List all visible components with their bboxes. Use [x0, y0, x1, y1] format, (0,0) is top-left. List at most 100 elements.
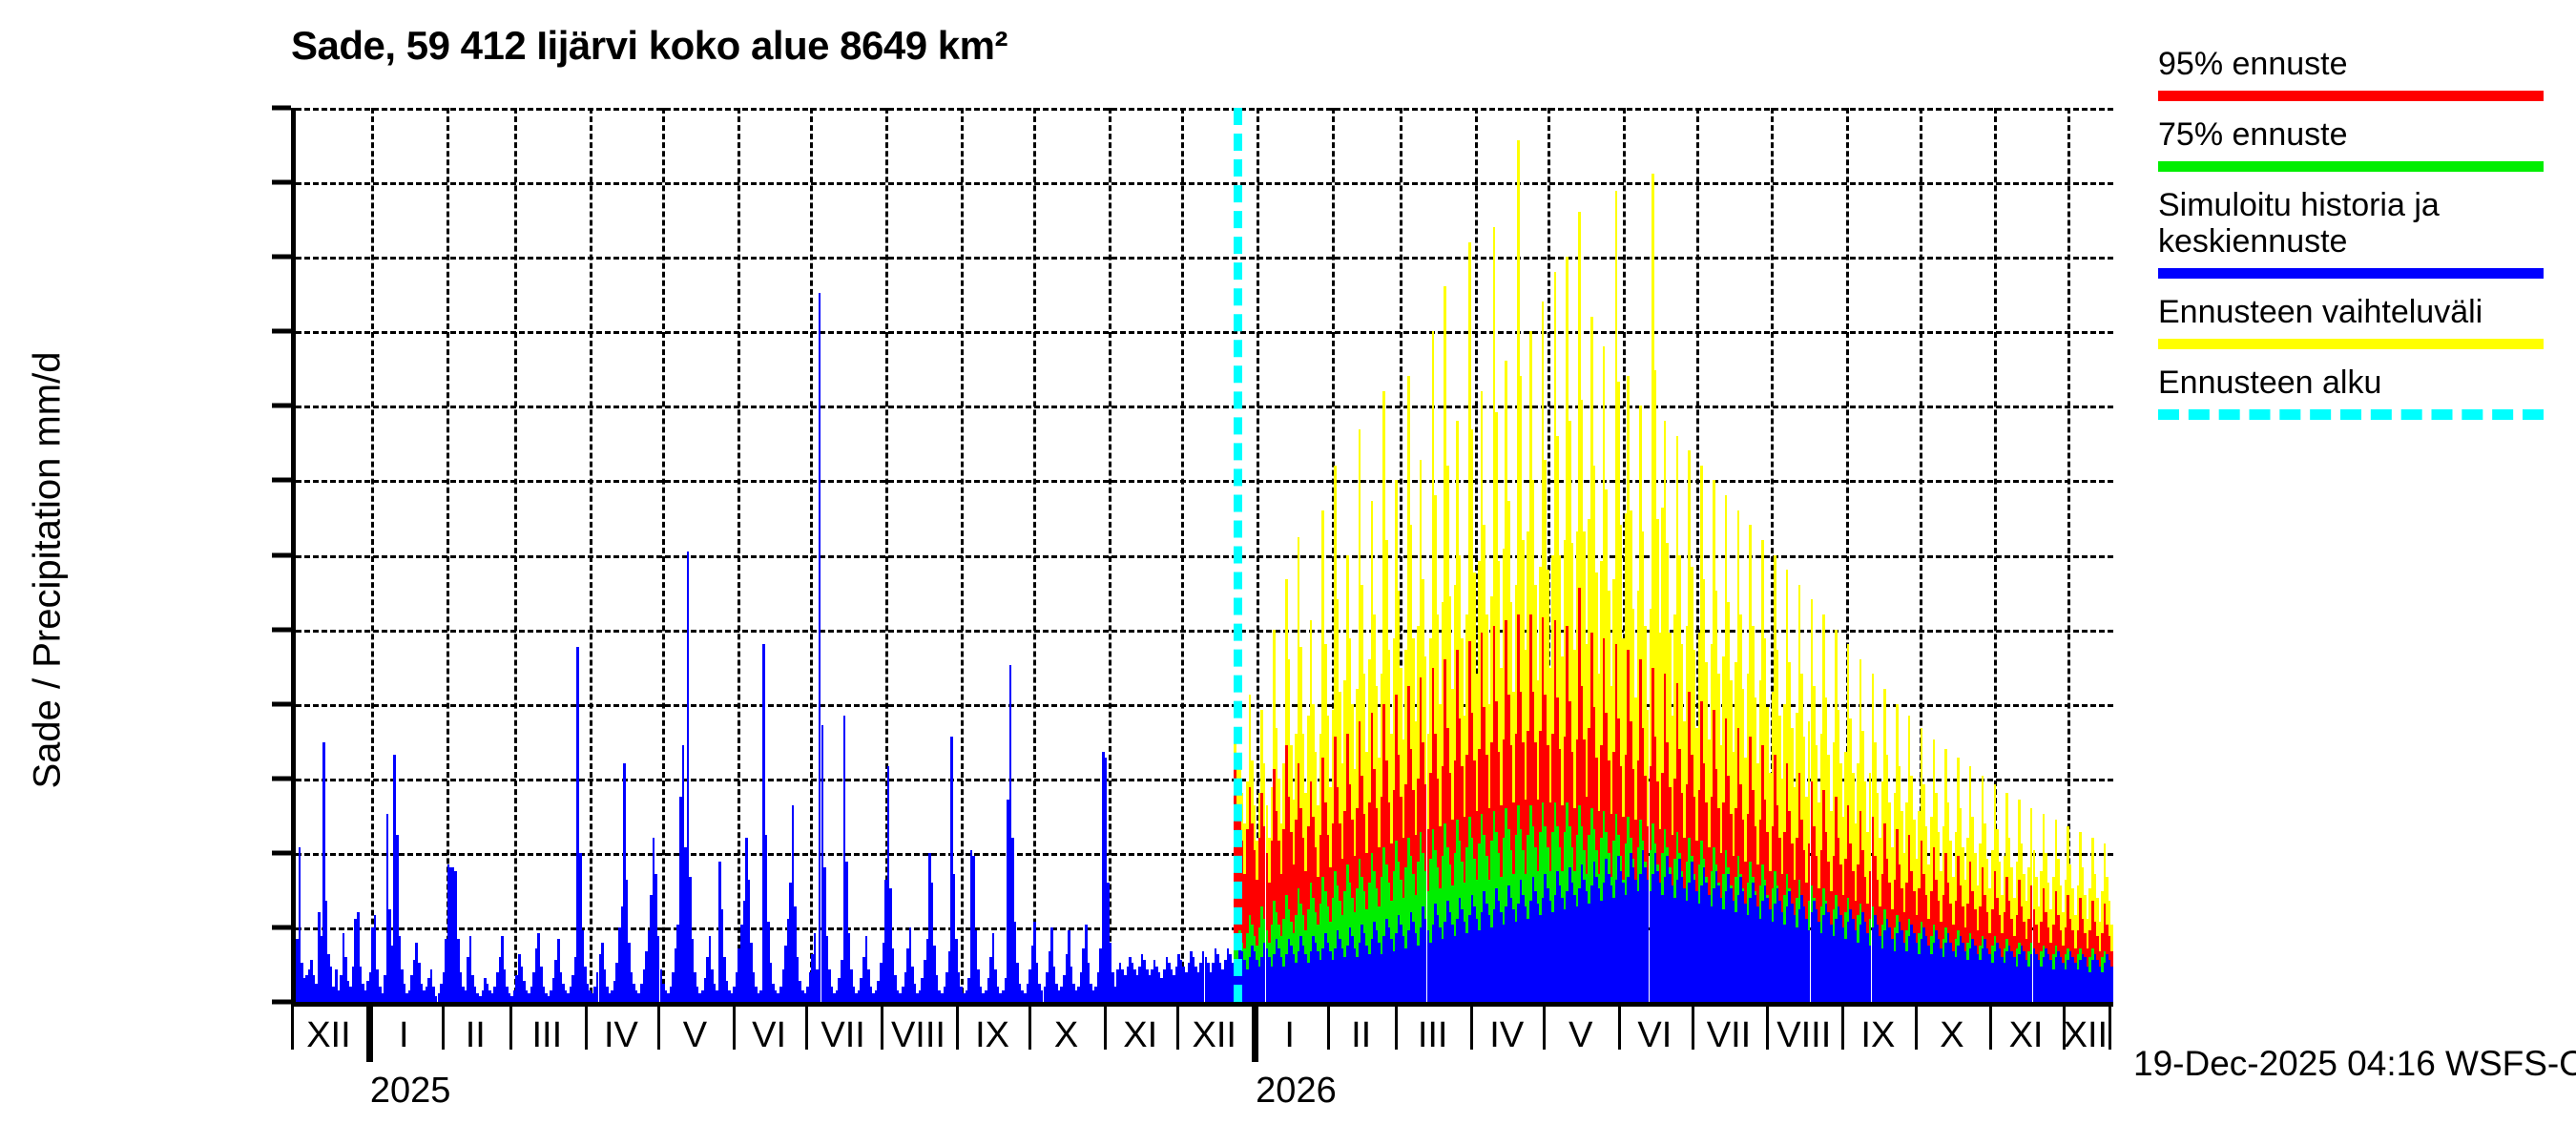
- bar: [1519, 376, 1523, 1002]
- bar: [620, 906, 624, 1002]
- bar: [1680, 876, 1684, 1002]
- bar: [1370, 852, 1374, 1002]
- bar: [615, 963, 618, 1002]
- bar: [1016, 963, 1019, 1002]
- bar: [1876, 924, 1880, 1002]
- bar: [1962, 942, 1964, 1002]
- bar: [1595, 876, 1598, 1002]
- bar: [1553, 894, 1557, 1002]
- bar: [1979, 960, 1982, 1002]
- bar: [1343, 891, 1346, 1002]
- bar: [562, 984, 565, 1002]
- bar: [1652, 173, 1654, 1002]
- bar: [1575, 906, 1579, 1002]
- bar: [608, 992, 612, 1002]
- bar: [681, 745, 685, 1002]
- bar: [1695, 891, 1698, 1002]
- bar: [584, 966, 587, 1002]
- bar: [772, 984, 775, 1002]
- bar: [928, 852, 931, 1002]
- vertical-gridline: [885, 108, 889, 1002]
- bar: [842, 716, 846, 1002]
- bar: [1040, 989, 1044, 1002]
- bar: [1556, 870, 1559, 1002]
- bar: [2110, 966, 2113, 1002]
- bar: [498, 957, 502, 1002]
- bar: [617, 926, 621, 1002]
- bar: [1419, 831, 1423, 1002]
- bar: [906, 947, 909, 1002]
- bar: [1612, 897, 1615, 1002]
- bar: [1776, 888, 1779, 1002]
- bar: [1614, 879, 1618, 1002]
- bar: [1522, 894, 1525, 1002]
- bar: [1797, 909, 1801, 1002]
- x-tick-label: XII: [306, 1015, 351, 1055]
- y-tick-mark: [272, 328, 291, 334]
- bar: [1583, 879, 1586, 1002]
- bar: [1162, 968, 1166, 1002]
- bar: [935, 974, 939, 1002]
- bar: [1588, 903, 1591, 1002]
- bar: [447, 864, 450, 1002]
- bar: [1287, 939, 1291, 1002]
- x-tick-mark: [1841, 1007, 1845, 1050]
- bar: [1920, 939, 1923, 1002]
- bar: [523, 981, 526, 1002]
- bar: [320, 936, 323, 1002]
- bar: [847, 933, 851, 1002]
- bar: [991, 933, 995, 1002]
- bar: [1841, 926, 1845, 1002]
- bar: [1988, 954, 1991, 1002]
- bar: [862, 957, 865, 1002]
- bar: [1517, 140, 1520, 1002]
- bar: [786, 918, 790, 1002]
- bar: [393, 754, 396, 1002]
- bar: [503, 968, 507, 1002]
- bar: [963, 992, 966, 1002]
- bar: [774, 989, 778, 1002]
- bar: [913, 984, 917, 1002]
- bar: [1981, 947, 1984, 1002]
- bar: [418, 963, 421, 1002]
- bar: [825, 936, 829, 1002]
- horizontal-gridline: [296, 480, 2113, 484]
- bar: [459, 971, 463, 1002]
- bar: [630, 971, 634, 1002]
- bar: [547, 995, 551, 1002]
- x-tick-mark: [1327, 1007, 1331, 1050]
- bar: [2001, 957, 2004, 1002]
- bar: [864, 936, 868, 1002]
- bar: [1771, 921, 1775, 1002]
- bar: [354, 918, 357, 1002]
- bar: [1717, 885, 1720, 1002]
- bar: [332, 987, 335, 1002]
- legend-entry: 95% ennuste: [2158, 46, 2568, 102]
- bar: [1505, 807, 1507, 1002]
- bar: [985, 989, 987, 1002]
- bar: [1402, 936, 1405, 1002]
- bar: [312, 974, 316, 1002]
- bar: [1229, 954, 1232, 1002]
- bar: [1151, 968, 1153, 1002]
- bar: [510, 995, 513, 1002]
- bar: [1885, 918, 1889, 1002]
- bar: [1514, 835, 1518, 1002]
- bar: [1057, 989, 1061, 1002]
- bar: [1257, 838, 1261, 1002]
- x-tick-mark: [1252, 1007, 1259, 1062]
- bar: [1201, 950, 1205, 1002]
- bar: [652, 838, 655, 1002]
- bar: [924, 960, 926, 1002]
- bar: [952, 873, 956, 1002]
- bar: [1639, 873, 1642, 1002]
- bar: [921, 978, 924, 1002]
- bar: [1113, 987, 1117, 1002]
- bar: [1319, 960, 1322, 1002]
- bar: [1143, 960, 1147, 1002]
- bar: [1758, 918, 1762, 1002]
- bar: [2067, 960, 2069, 1002]
- bar: [987, 978, 990, 1002]
- bar: [1131, 963, 1134, 1002]
- y-axis: 0.02.55.07.510.012.515.017.520.022.525.0…: [0, 0, 291, 1145]
